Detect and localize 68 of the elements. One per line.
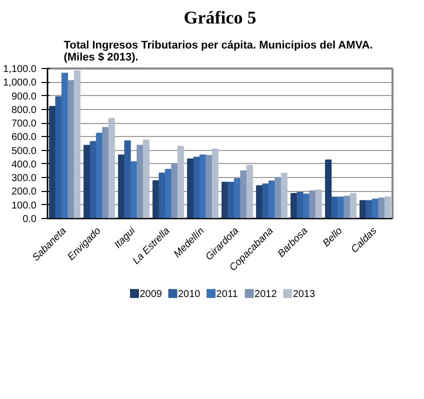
bar	[344, 196, 350, 218]
bar	[96, 132, 103, 218]
chart-subtitle: Total Ingresos Tributarios per cápita. Municipios del AMVA. (Miles $ 2013).	[64, 40, 373, 64]
bar	[136, 144, 144, 218]
bar	[350, 193, 356, 218]
y-tick-label: 300.0	[11, 173, 37, 184]
bar	[164, 168, 172, 218]
bar	[262, 184, 269, 218]
bar	[360, 200, 366, 218]
y-tick-label: 0.0	[22, 214, 37, 225]
y-tick-label: 500.0	[11, 146, 37, 157]
bar	[212, 148, 218, 218]
bar	[274, 176, 282, 218]
bar	[158, 172, 166, 218]
y-tick-label: 600.0	[11, 132, 37, 144]
bar	[280, 172, 288, 218]
bar	[372, 198, 379, 218]
bar	[378, 198, 385, 218]
y-tick-label: 700.0	[11, 118, 37, 130]
legend-label: 2011	[216, 289, 238, 300]
bar	[234, 178, 241, 218]
y-tick-label: 1,100.0	[3, 64, 37, 75]
chart-title: Gráfico 5	[184, 8, 256, 28]
y-tick-label: 100.0	[11, 200, 37, 212]
bar	[187, 158, 194, 218]
legend-label: 2013	[292, 289, 316, 300]
bar	[102, 127, 109, 218]
bar	[74, 70, 80, 218]
legend-label: 2009	[140, 289, 162, 300]
bar	[193, 156, 200, 218]
bar	[199, 154, 206, 218]
bar	[331, 196, 338, 218]
bar	[177, 146, 184, 218]
bar	[228, 182, 234, 218]
y-tick-label: 200.0	[11, 186, 37, 198]
bar	[240, 170, 247, 218]
bar	[152, 180, 160, 218]
y-tick-label: 1,000.0	[3, 78, 37, 89]
bar	[84, 144, 90, 218]
y-tick-label: 900.0	[11, 91, 37, 102]
bar	[246, 164, 253, 218]
legend-label: 2012	[254, 289, 278, 300]
bar	[296, 192, 304, 218]
bar	[49, 106, 56, 218]
bar	[268, 180, 276, 218]
bar	[337, 196, 344, 218]
bar	[118, 154, 125, 218]
bar	[222, 182, 228, 218]
bar	[124, 140, 131, 218]
bar	[68, 80, 74, 218]
y-tick-label: 400.0	[11, 159, 37, 170]
bar	[90, 141, 96, 218]
bar	[325, 160, 332, 218]
bar	[108, 118, 115, 218]
bar	[61, 72, 68, 218]
y-tick-label: 800.0	[11, 104, 37, 116]
bar	[206, 155, 212, 218]
bar	[384, 196, 391, 218]
bar	[309, 190, 316, 218]
bar	[366, 200, 372, 218]
bar	[142, 140, 150, 218]
bar	[290, 193, 298, 218]
bar	[315, 190, 322, 218]
bar	[171, 163, 178, 218]
bar	[130, 161, 138, 218]
bar	[55, 96, 62, 218]
legend-label: 2010	[178, 289, 201, 300]
bar	[302, 194, 310, 218]
